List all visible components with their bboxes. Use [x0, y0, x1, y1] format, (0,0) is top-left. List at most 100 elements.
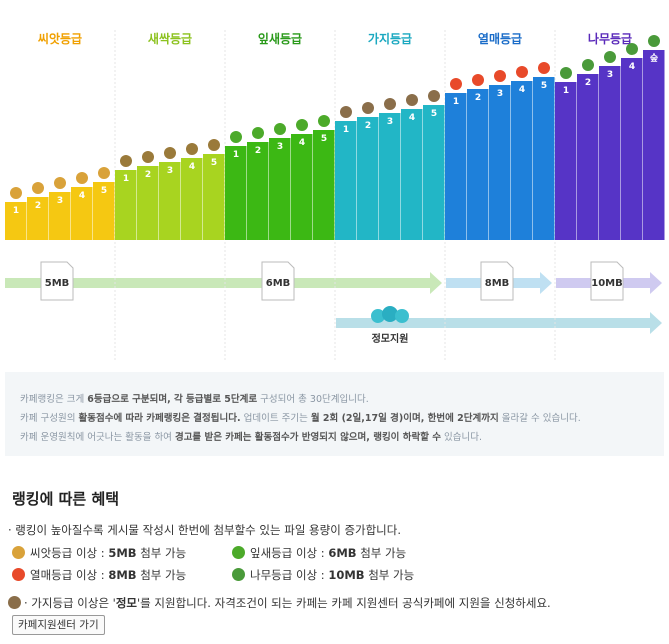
step-number: 3	[607, 70, 613, 80]
meeting-text: 정모	[115, 596, 138, 610]
step-icon	[296, 119, 308, 131]
step-number: 5	[101, 186, 107, 196]
benefit-text: 나무등급 이상 :	[250, 568, 329, 582]
step-icon	[120, 155, 132, 167]
step-number: 2	[365, 121, 371, 131]
benefit-text: 씨앗등급 이상 :	[30, 546, 109, 560]
step-icon	[54, 177, 66, 189]
benefit-item: 나무등급 이상 : 10MB 첨부 가능	[232, 567, 414, 583]
step-bar	[357, 117, 379, 240]
step-icon	[648, 35, 660, 47]
step-bar	[137, 166, 159, 240]
step-bar	[71, 187, 93, 240]
step-icon	[318, 115, 330, 127]
grade-icon	[12, 568, 25, 581]
step-number: 4	[519, 85, 525, 95]
grade-icon	[232, 546, 245, 559]
step-bar	[599, 66, 621, 240]
benefit-text: 열매등급 이상 :	[30, 568, 109, 582]
benefit-text: 8MB	[108, 568, 137, 582]
grade-icon	[8, 596, 21, 609]
benefit-item: 열매등급 이상 : 8MB 첨부 가능	[12, 567, 186, 583]
grade-name: 열매등급	[478, 31, 522, 46]
info-text: 구성되어 총 30단계입니다.	[257, 394, 369, 405]
step-bar	[489, 85, 511, 240]
info-text: 경고를 받은 카페는 활동점수가 반영되지 않으며, 랭킹이 하락할 수	[174, 432, 442, 443]
step-number: 3	[497, 89, 503, 99]
step-bar	[93, 182, 115, 240]
step-icon	[538, 62, 550, 74]
step-bar	[467, 89, 489, 240]
step-bar	[423, 105, 445, 240]
step-icon	[340, 106, 352, 118]
step-number: 1	[563, 86, 569, 96]
file-icon	[40, 261, 74, 301]
grade-diagram: 정모지원 씨앗등급 1 2 3 4 5 새싹등급 1 2 3 4 5 잎새등급 1 2 3 4 5 가지등급 1 2 3 4…	[5, 30, 665, 360]
benefit-text: 10MB	[328, 568, 365, 582]
info-text: 카페 구성원의	[20, 413, 79, 424]
step-icon	[10, 187, 22, 199]
file-size: 6MB	[266, 278, 291, 289]
step-icon	[274, 123, 286, 135]
step-number: 3	[167, 166, 173, 176]
step-number: 2	[255, 146, 261, 156]
info-text: 6등급으로 구분되며, 각 등급별로 5단계로	[87, 394, 258, 405]
step-number: 1	[13, 206, 19, 216]
step-bar	[445, 93, 467, 240]
benefit-text: 첨부 가능	[136, 568, 187, 582]
step-number: 4	[189, 162, 195, 172]
step-number: 2	[145, 170, 151, 180]
info-box	[5, 372, 664, 456]
step-bar	[115, 170, 137, 240]
step-icon	[494, 70, 506, 82]
step-number: 1	[233, 150, 239, 160]
file-size: 5MB	[45, 278, 70, 289]
grade-name: 씨앗등급	[38, 31, 82, 46]
arrow	[5, 272, 442, 294]
step-icon	[186, 143, 198, 155]
grade-name: 가지등급	[368, 31, 412, 46]
step-bar	[5, 202, 27, 240]
step-icon	[406, 94, 418, 106]
step-bar	[159, 162, 181, 240]
benefits-title: 랭킹에 따른 혜택	[12, 490, 120, 508]
benefits-intro: · 랭킹이 높아질수록 게시물 작성시 한번에 첨부할수 있는 파일 용량이 증…	[8, 523, 402, 537]
step-icon	[428, 90, 440, 102]
info-text: 활동점수에 따라 카페랭킹은 결정됩니다.	[78, 413, 241, 424]
step-icon	[76, 172, 88, 184]
step-bar	[621, 58, 643, 240]
meeting-label: 정모지원	[372, 332, 409, 345]
step-number: 3	[387, 117, 393, 127]
step-number: 4	[629, 62, 635, 72]
step-icon	[208, 139, 220, 151]
grade-icon	[12, 546, 25, 559]
step-icon	[252, 127, 264, 139]
step-number: 숲	[650, 52, 658, 64]
step-bar	[247, 142, 269, 240]
step-number: 4	[79, 191, 85, 201]
file-size: 10MB	[591, 278, 623, 289]
step-icon	[604, 51, 616, 63]
info-line: 카페랭킹은 크게 6등급으로 구분되며, 각 등급별로 5단계로 구성되어 총 …	[20, 391, 369, 405]
grade-icon	[232, 568, 245, 581]
step-bar	[577, 74, 599, 240]
step-bar	[49, 192, 71, 240]
benefit-text: 5MB	[108, 546, 137, 560]
step-number: 1	[123, 174, 129, 184]
grade-name: 나무등급	[588, 31, 632, 46]
step-icon	[582, 59, 594, 71]
info-text: 올라갈 수 있습니다.	[498, 413, 581, 424]
meeting-text: '를 지원합니다. 자격조건이 되는 카페는 카페 지원센터 공식카페에 지원을…	[137, 596, 551, 610]
step-number: 5	[541, 81, 547, 91]
step-icon	[626, 43, 638, 55]
step-bar	[379, 113, 401, 240]
support-center-button[interactable]: 카페지원센터 가기	[12, 615, 105, 635]
step-bar	[269, 138, 291, 240]
step-icon	[164, 147, 176, 159]
info-text: 있습니다.	[441, 432, 483, 443]
info-text: 카페 운영원칙에 어긋나는 활동을 하여	[20, 432, 175, 443]
step-number: 3	[277, 142, 283, 152]
step-bar	[643, 50, 665, 240]
step-bar	[401, 109, 423, 240]
